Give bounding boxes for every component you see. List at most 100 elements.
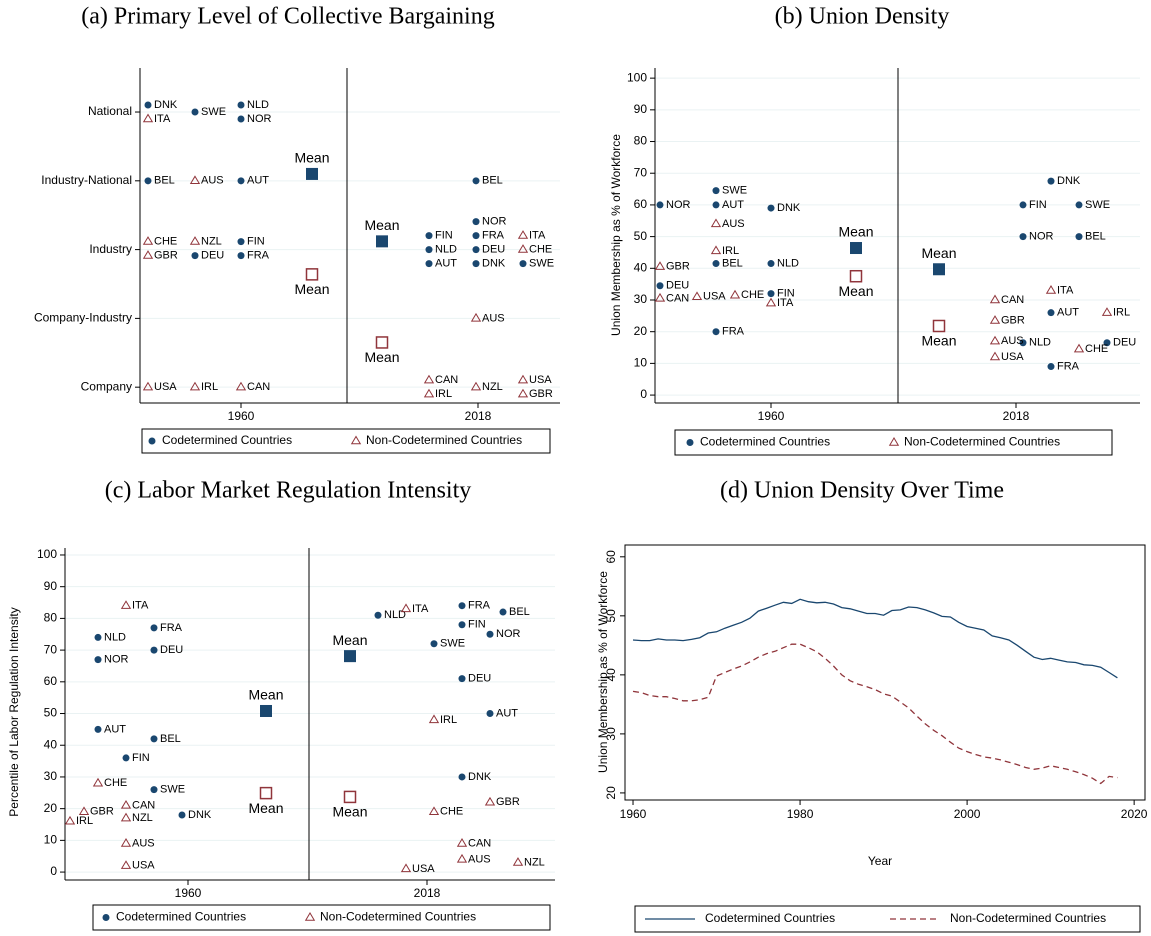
country-point: [1075, 233, 1083, 241]
panel-title: (c) Labor Market Regulation Intensity: [105, 478, 472, 504]
country-point: [472, 260, 480, 268]
country-label: FIN: [435, 230, 453, 242]
mean-label: Mean: [248, 687, 283, 703]
country-point: [458, 675, 466, 683]
country-point: [486, 710, 494, 718]
legend-marker: [102, 914, 110, 921]
country-point: [425, 246, 433, 254]
country-point: [1101, 307, 1113, 316]
series-line: [632, 643, 1118, 785]
country-point: [710, 218, 722, 228]
country-label: CAN: [132, 799, 155, 811]
panel-title: (b) Union Density: [775, 4, 950, 30]
country-label: GBR: [496, 796, 520, 808]
mean-label: Mean: [332, 804, 367, 820]
country-label: GBR: [154, 250, 178, 262]
country-point: [94, 656, 102, 664]
country-point: [92, 777, 104, 787]
country-label: AUT: [1057, 307, 1079, 319]
country-label: USA: [132, 860, 155, 872]
country-label: USA: [154, 381, 177, 393]
country-label: AUS: [1001, 335, 1024, 347]
y-tick-label: 90: [634, 102, 648, 116]
country-label: ITA: [154, 113, 171, 125]
country-label: CAN: [1001, 294, 1024, 306]
country-point: [470, 381, 482, 391]
legend-label: Codetermined Countries: [705, 911, 835, 925]
y-tick-label: 20: [604, 786, 618, 800]
y-tick-label: 100: [37, 547, 57, 561]
country-label: DEU: [1113, 337, 1136, 349]
country-point: [1047, 177, 1055, 185]
country-point: [237, 238, 245, 246]
country-point: [120, 812, 132, 822]
y-axis-label: Percentile of Labor Regulation Intensity: [7, 607, 21, 816]
country-point: [122, 754, 130, 762]
country-point: [425, 260, 433, 268]
country-label: NLD: [384, 609, 406, 621]
mean-label: Mean: [364, 349, 399, 365]
x-tick-label: 2020: [1121, 807, 1148, 821]
legend-marker: [888, 437, 900, 446]
x-tick-label: 1960: [228, 409, 255, 423]
y-tick-label: Company: [81, 379, 132, 393]
country-point: [94, 633, 102, 641]
country-point: [712, 328, 720, 336]
y-tick-label: 0: [50, 864, 57, 878]
panel-title: (d) Union Density Over Time: [720, 478, 1004, 504]
country-point: [237, 252, 245, 260]
country-point: [989, 335, 1001, 345]
country-label: USA: [412, 863, 435, 875]
country-label: NOR: [104, 654, 129, 666]
legend-label: Non-Codetermined Countries: [904, 435, 1060, 449]
country-label: CHE: [104, 777, 127, 789]
country-point: [120, 800, 132, 809]
mean-label: Mean: [294, 281, 329, 297]
country-point: [237, 115, 245, 123]
y-tick-label: 50: [634, 229, 648, 243]
country-point: [765, 297, 777, 307]
country-label: AUT: [104, 723, 126, 735]
country-label: BEL: [160, 733, 181, 745]
country-label: FIN: [1029, 199, 1047, 211]
country-point: [237, 177, 245, 185]
country-label: CAN: [247, 381, 270, 393]
mean-marker: [376, 235, 388, 248]
country-point: [120, 600, 132, 609]
country-point: [989, 294, 1001, 304]
country-point: [517, 230, 529, 239]
country-point: [428, 714, 440, 724]
country-label: GBR: [666, 261, 690, 273]
country-point: [472, 232, 480, 240]
country-point: [189, 236, 201, 245]
country-point: [144, 101, 152, 109]
country-point: [499, 608, 507, 616]
country-label: IRL: [1113, 307, 1130, 319]
country-point: [235, 381, 247, 391]
country-point: [1103, 339, 1111, 347]
mean-marker: [933, 263, 945, 276]
country-point: [142, 236, 154, 245]
country-point: [712, 187, 720, 195]
y-tick-label: 70: [44, 642, 58, 656]
country-label: DEU: [666, 280, 689, 292]
country-point: [456, 838, 468, 847]
country-point: [400, 863, 412, 873]
country-label: NOR: [247, 113, 272, 125]
country-label: DNK: [154, 99, 178, 111]
country-point: [1019, 201, 1027, 209]
country-point: [472, 177, 480, 185]
country-point: [191, 108, 199, 116]
country-label: USA: [1001, 351, 1024, 363]
x-tick-label: 1960: [758, 409, 785, 423]
country-point: [484, 796, 496, 806]
y-tick-label: 60: [44, 674, 58, 688]
country-point: [458, 621, 466, 629]
country-label: SWE: [160, 784, 185, 796]
mean-label: Mean: [364, 217, 399, 233]
country-label: FRA: [160, 622, 183, 634]
country-label: FIN: [132, 752, 150, 764]
country-point: [712, 201, 720, 209]
mean-marker: [850, 242, 862, 255]
